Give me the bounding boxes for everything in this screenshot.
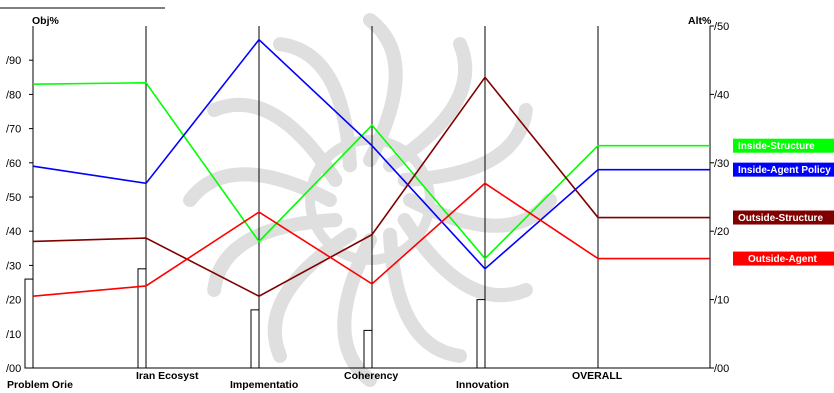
bar	[363, 329, 373, 369]
legend-label: Outside-Structure	[738, 213, 823, 224]
watermark-ornament	[183, 13, 557, 387]
left-tick-label: /30	[6, 260, 21, 272]
series-line	[32, 75, 710, 298]
legend-swatch	[733, 162, 834, 177]
series-line	[32, 182, 710, 297]
category-label: Problem Orie	[7, 379, 73, 391]
legend-label: Inside-Agent Policy	[738, 165, 831, 176]
watermark-petal	[383, 227, 467, 363]
right-tick-label: /20	[714, 226, 729, 238]
right-tick-label: /40	[714, 89, 729, 101]
legend-label: Inside-Structure	[738, 141, 815, 152]
category-label: OVERALL	[572, 370, 623, 382]
watermark-petal	[383, 37, 473, 173]
left-tick-label: /80	[6, 89, 21, 101]
legend-swatch	[733, 251, 834, 266]
category-label: Iran Ecosyst	[136, 370, 199, 382]
watermark-petal	[337, 233, 377, 387]
legend-swatch	[733, 210, 834, 225]
series-line	[32, 38, 710, 270]
bar	[250, 309, 260, 369]
category-label: Coherency	[344, 370, 398, 382]
left-tick-label: /70	[6, 124, 21, 136]
watermark-petal	[363, 13, 403, 167]
left-tick-label: /60	[6, 158, 21, 170]
left-tick-label: /20	[6, 295, 21, 307]
watermark-petal	[397, 213, 533, 303]
watermark-ring	[305, 135, 435, 265]
left-tick-label: /50	[6, 192, 21, 204]
watermark-petal	[273, 37, 357, 173]
legend-swatch	[733, 138, 834, 153]
left-tick-label: /40	[6, 226, 21, 238]
right-tick-label: /30	[714, 158, 729, 170]
bar	[137, 268, 147, 369]
category-label: Innovation	[456, 379, 509, 391]
watermark-petal	[207, 97, 343, 187]
left-axis-label: Obj%	[32, 15, 59, 27]
watermark-petal	[207, 213, 343, 297]
series-line	[32, 81, 710, 260]
left-tick-label: /00	[6, 363, 21, 375]
bar	[24, 278, 34, 369]
bar	[476, 299, 486, 369]
left-tick-label: /90	[6, 55, 21, 67]
left-tick-label: /10	[6, 329, 21, 341]
watermark-petal	[267, 227, 357, 363]
watermark-petal	[183, 167, 337, 207]
right-tick-label: /10	[714, 295, 729, 307]
right-tick-label: /50	[714, 21, 729, 33]
right-axis-label: Alt%	[688, 15, 712, 27]
category-label: Impementatio	[230, 379, 298, 391]
legend-label: Outside-Agent	[748, 254, 818, 265]
right-tick-label: /00	[714, 363, 729, 375]
